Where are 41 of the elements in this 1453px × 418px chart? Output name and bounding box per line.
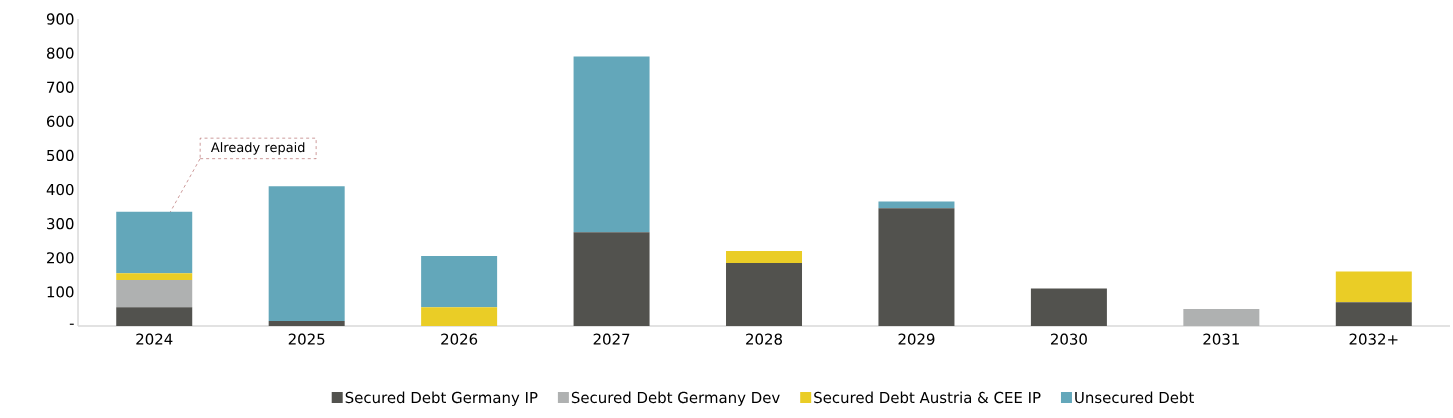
x-tick-label: 2025 xyxy=(288,333,325,345)
y-tick-label: 800 xyxy=(46,47,74,59)
bar xyxy=(268,186,345,321)
bar xyxy=(726,250,803,263)
annotation: Already repaid xyxy=(210,142,305,155)
x-tick-label: 2031 xyxy=(1203,333,1239,345)
bar xyxy=(421,256,498,308)
bar xyxy=(726,262,803,326)
legend-label: Secured Debt Germany IP xyxy=(345,391,538,407)
y-tick-label: 600 xyxy=(47,115,74,127)
bar xyxy=(573,56,650,233)
y-tick-label: 200 xyxy=(47,252,74,264)
bar xyxy=(1030,288,1107,326)
legend-label: Secured Debt Germany Dev xyxy=(571,391,780,407)
y-tick-label: 500 xyxy=(47,149,74,162)
bar xyxy=(1335,302,1412,326)
legend-label: Unsecured Debt xyxy=(1075,391,1194,404)
y-tick-label: - xyxy=(69,323,74,325)
bar xyxy=(878,208,955,326)
bar xyxy=(116,211,193,274)
x-tick-label: 2026 xyxy=(441,333,478,345)
y-tick-label: 700 xyxy=(47,81,74,93)
y-tick-label: 400 xyxy=(46,183,74,196)
bar xyxy=(116,279,193,308)
x-tick-label: 2024 xyxy=(136,333,173,345)
bar xyxy=(116,273,193,280)
bar xyxy=(116,307,193,326)
x-tick-label: 2029 xyxy=(898,333,935,345)
x-tick-label: 2032+ xyxy=(1349,333,1398,345)
bar xyxy=(421,307,498,326)
y-tick-label: 100 xyxy=(47,286,74,298)
x-tick-label: 2027 xyxy=(593,333,630,345)
bar xyxy=(268,320,345,326)
x-tick-label: 2028 xyxy=(746,333,782,345)
legend-label: Secured Debt Austria & CEE IP xyxy=(814,391,1041,404)
y-tick-label: 300 xyxy=(47,218,74,230)
y-tick-label: 900 xyxy=(46,13,74,25)
bar xyxy=(573,232,650,326)
x-tick-label: 2030 xyxy=(1050,333,1087,345)
bar xyxy=(1183,308,1260,326)
bar xyxy=(1335,271,1412,303)
